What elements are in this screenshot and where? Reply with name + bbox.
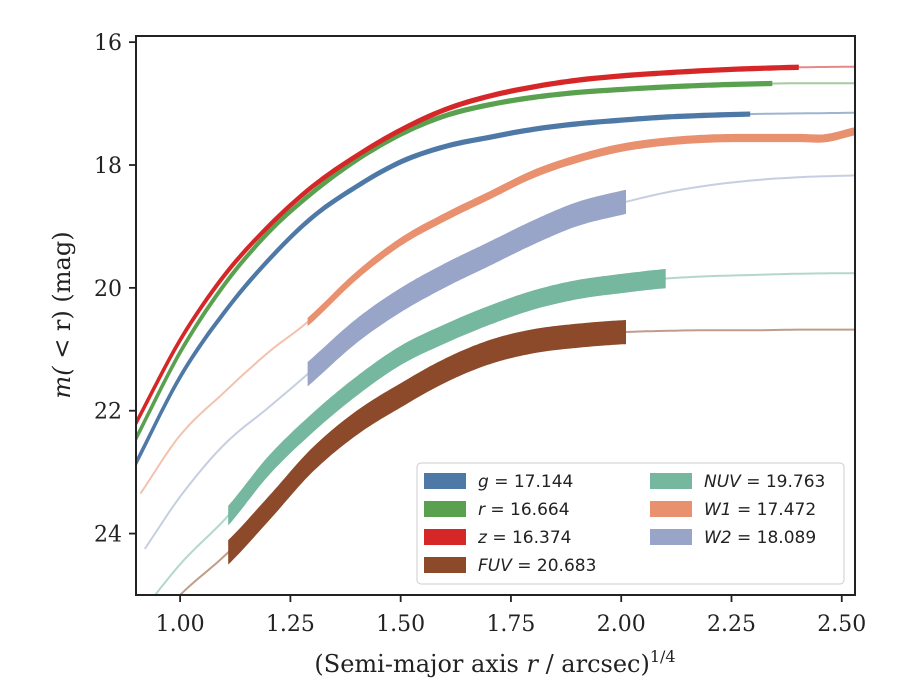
legend-label-w2: W2 = 18.089 — [704, 528, 816, 548]
y-axis-label: m( < r) (mag) — [48, 231, 76, 398]
series-fuv-measured-band — [228, 319, 626, 565]
legend-swatch-w2 — [650, 529, 692, 545]
series-z — [136, 64, 855, 426]
legend-swatch-w1 — [650, 501, 692, 517]
series-fuv — [178, 319, 855, 595]
y-axis-ticks: 16 18 20 22 24 — [94, 31, 136, 548]
series-r-measured-band — [136, 80, 773, 441]
legend-label-r: r = 16.664 — [478, 500, 570, 520]
series-w2 — [143, 174, 855, 550]
legend-swatch-nuv — [650, 473, 692, 489]
series-w1-measured-band — [307, 127, 855, 327]
y-tick-label: 18 — [94, 154, 122, 179]
series-nuv — [153, 268, 855, 595]
y-tick-label: 24 — [94, 523, 122, 548]
y-tick-label: 16 — [94, 31, 122, 56]
x-tick-label: 2.00 — [597, 612, 646, 637]
series-r — [136, 80, 855, 441]
x-tick-label: 1.50 — [376, 612, 425, 637]
x-axis-label: (Semi-major axis r / arcsec)1/4 — [314, 647, 675, 678]
x-tick-label: 1.25 — [266, 612, 315, 637]
x-tick-label: 1.00 — [156, 612, 205, 637]
series-layer — [136, 64, 855, 595]
x-tick-label: 1.75 — [486, 612, 535, 637]
y-tick-label: 20 — [94, 277, 122, 302]
series-g-measured-band — [136, 111, 751, 465]
plot-frame — [135, 35, 856, 596]
legend-swatch-z — [424, 529, 466, 545]
legend-label-fuv: FUV = 20.683 — [478, 556, 596, 576]
x-tick-label: 2.25 — [707, 612, 756, 637]
legend-label-z: z = 16.374 — [477, 528, 571, 548]
legend: g = 17.144 r = 16.664 z = 16.374 FUV = 20.6… — [416, 462, 845, 585]
legend-swatch-fuv — [424, 557, 466, 573]
series-nuv-measured-band — [228, 268, 666, 526]
legend-label-nuv: NUV = 19.763 — [704, 472, 825, 492]
series-w2-measured-band — [307, 189, 626, 387]
series-z-measured-band — [136, 64, 799, 426]
x-axis-ticks: 1.00 1.25 1.50 1.75 2.00 2.25 2.50 — [156, 595, 866, 637]
legend-swatch-g — [424, 473, 466, 489]
legend-box — [416, 462, 845, 585]
y-tick-label: 22 — [94, 400, 122, 425]
x-tick-label: 2.50 — [817, 612, 866, 637]
legend-label-w1: W1 = 17.472 — [704, 500, 816, 520]
series-w1 — [139, 127, 855, 495]
series-g — [136, 111, 855, 465]
legend-swatch-r — [424, 501, 466, 517]
legend-label-g: g = 17.144 — [478, 472, 573, 492]
